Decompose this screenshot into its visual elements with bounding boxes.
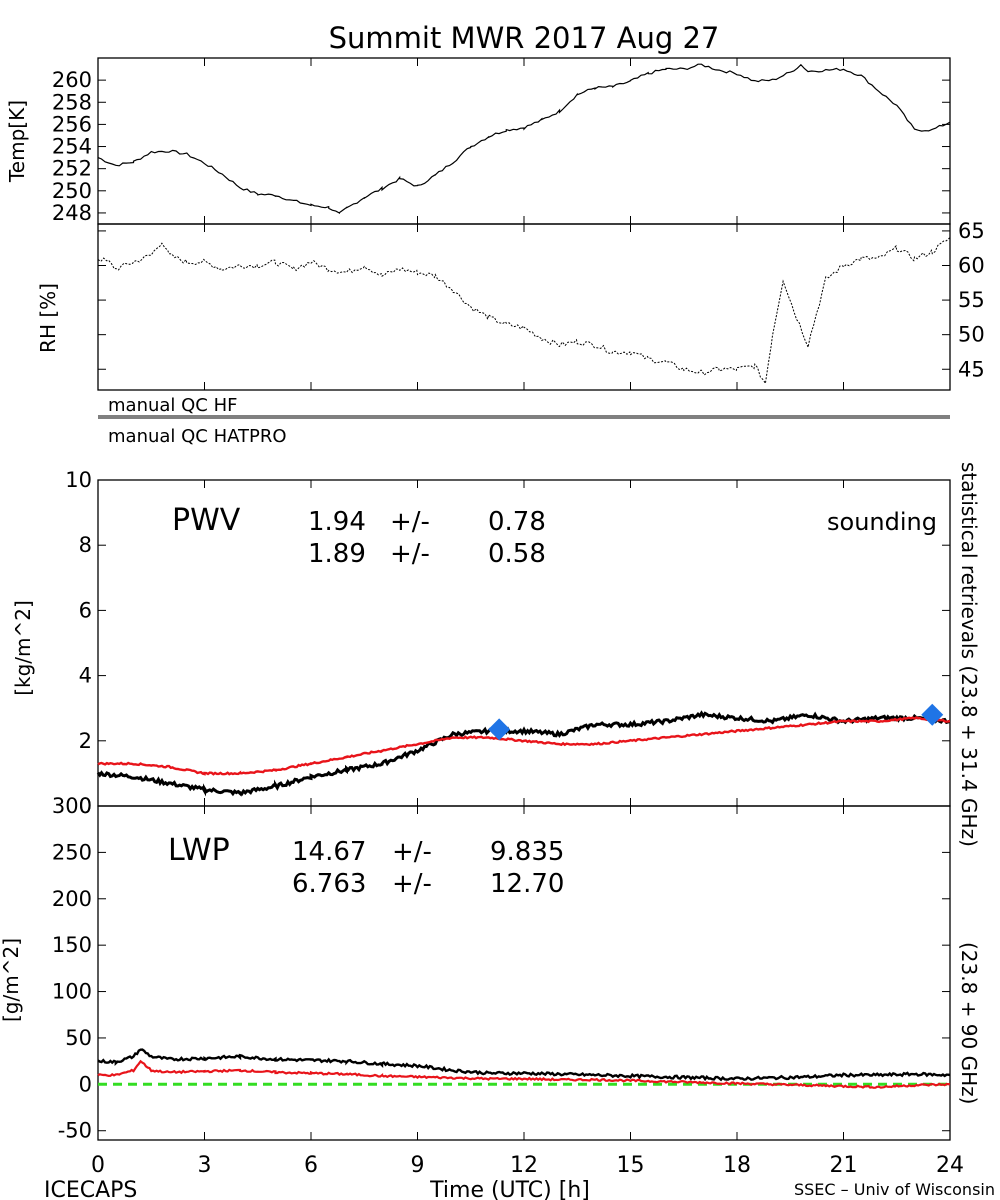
x-tick-label: 12 — [510, 1153, 538, 1178]
lwp-panel-label: LWP — [168, 833, 230, 868]
y-tick-label: 256 — [52, 112, 92, 136]
lwp-series-black — [97, 1048, 951, 1082]
lwp-ylabel: [g/m^2] — [0, 938, 23, 1022]
x-tick-label: 21 — [830, 1153, 858, 1178]
y-tick-label: 45 — [958, 357, 985, 381]
pwv-y-ticks: 0 2 4 6 8 10 — [65, 468, 950, 818]
x-tick-label: 18 — [723, 1153, 751, 1178]
x-tick-label: 9 — [411, 1153, 425, 1178]
pwv-panel-label: PWV — [172, 503, 241, 538]
footer: ICECAPS Time (UTC) [h] SSEC – Univ of Wi… — [44, 1178, 995, 1200]
y-tick-label: 8 — [79, 533, 92, 557]
y-tick-label: 200 — [52, 887, 92, 911]
x-tick-label: 3 — [198, 1153, 212, 1178]
lwp-stat-red-sd: 12.70 — [490, 869, 564, 899]
sounding-label: sounding — [827, 508, 937, 536]
x-tick-label: 6 — [304, 1153, 318, 1178]
lwp-stat-black-sd: 9.835 — [490, 837, 564, 867]
footer-xlabel: Time (UTC) [h] — [429, 1178, 590, 1200]
y-tick-label: 250 — [52, 179, 92, 203]
pwv-ylabel: [kg/m^2] — [11, 600, 35, 696]
lwp-stat-red-mean: 6.763 — [292, 869, 366, 899]
y-tick-label: 4 — [79, 664, 92, 688]
sounding-marker — [921, 703, 944, 726]
pwv-stat-red-mean: 1.89 — [308, 539, 366, 569]
temp-frame — [97, 57, 951, 225]
pwv-stat-black-mean: 1.94 — [308, 507, 366, 537]
pwv-stat-red-sep: +/- — [390, 539, 430, 569]
y-tick-label: 6 — [79, 598, 92, 622]
y-tick-label: 0 — [79, 794, 92, 818]
lwp-series-red — [97, 1059, 951, 1089]
rh-ylabel: RH [%] — [36, 283, 60, 353]
y-tick-label: 55 — [958, 288, 985, 312]
side-label-red: (23.8 + 90 GHz) — [957, 942, 981, 1104]
x-tick-label: 24 — [936, 1153, 964, 1178]
pwv-series-black — [96, 710, 951, 797]
rh-series-line — [97, 237, 951, 385]
y-tick-label: 50 — [958, 323, 985, 347]
lwp-stat-red-sep: +/- — [392, 869, 432, 899]
y-tick-label: 300 — [52, 794, 92, 818]
qc-label-hatpro: manual QC HATPRO — [108, 426, 287, 447]
footer-icecaps: ICECAPS — [44, 1178, 137, 1200]
qc-label-hf: manual QC HF — [108, 395, 237, 416]
lwp-x-ticks: 0 3 6 9 12 15 18 21 24 — [91, 58, 964, 1178]
y-tick-label: 0 — [79, 1072, 92, 1096]
y-tick-label: 248 — [52, 201, 92, 225]
rh-frame — [97, 223, 951, 391]
y-tick-label: 260 — [52, 68, 92, 92]
lwp-stat-black-mean: 14.67 — [292, 837, 366, 867]
temp-ylabel: Temp[K] — [5, 100, 29, 183]
pwv-series-red — [97, 716, 951, 776]
y-tick-label: 252 — [52, 157, 92, 181]
temp-series-line — [97, 63, 951, 214]
y-tick-label: 60 — [958, 254, 985, 278]
side-labels: statistical retrievals (23.8 + 31.4 GHz)… — [957, 462, 981, 1104]
y-tick-label: 254 — [52, 135, 92, 159]
pwv-stat-black-sep: +/- — [390, 507, 430, 537]
pwv-stat-red-sd: 0.58 — [488, 539, 546, 569]
rh-panel: RH [%] 45 50 55 60 65 — [36, 219, 985, 391]
y-tick-label: 10 — [65, 468, 92, 492]
x-tick-label: 0 — [91, 1153, 105, 1178]
pwv-sounding-markers — [488, 703, 944, 741]
rh-y-ticks: 45 50 55 60 65 — [98, 219, 985, 381]
lwp-stat-black-sep: +/- — [392, 837, 432, 867]
side-label-black: statistical retrievals (23.8 + 31.4 GHz) — [957, 462, 981, 847]
y-tick-label: 250 — [52, 840, 92, 864]
y-tick-label: 258 — [52, 90, 92, 114]
y-tick-label: 50 — [65, 1026, 92, 1050]
qc-bars: manual QC HF manual QC HATPRO — [98, 395, 950, 447]
x-tick-label: 15 — [617, 1153, 645, 1178]
chart-title: Summit MWR 2017 Aug 27 — [329, 21, 720, 55]
y-tick-label: 65 — [958, 219, 985, 243]
y-tick-label: 100 — [52, 980, 92, 1004]
sounding-marker — [488, 718, 511, 741]
pwv-stat-black-sd: 0.78 — [488, 507, 546, 537]
lwp-y-ticks: -50 0 50 100 150 200 250 300 — [52, 794, 950, 1143]
y-tick-label: 2 — [79, 729, 92, 753]
y-tick-label: -50 — [58, 1119, 92, 1143]
footer-ssec: SSEC – Univ of Wisconsin — [794, 1180, 995, 1199]
y-tick-label: 150 — [52, 933, 92, 957]
